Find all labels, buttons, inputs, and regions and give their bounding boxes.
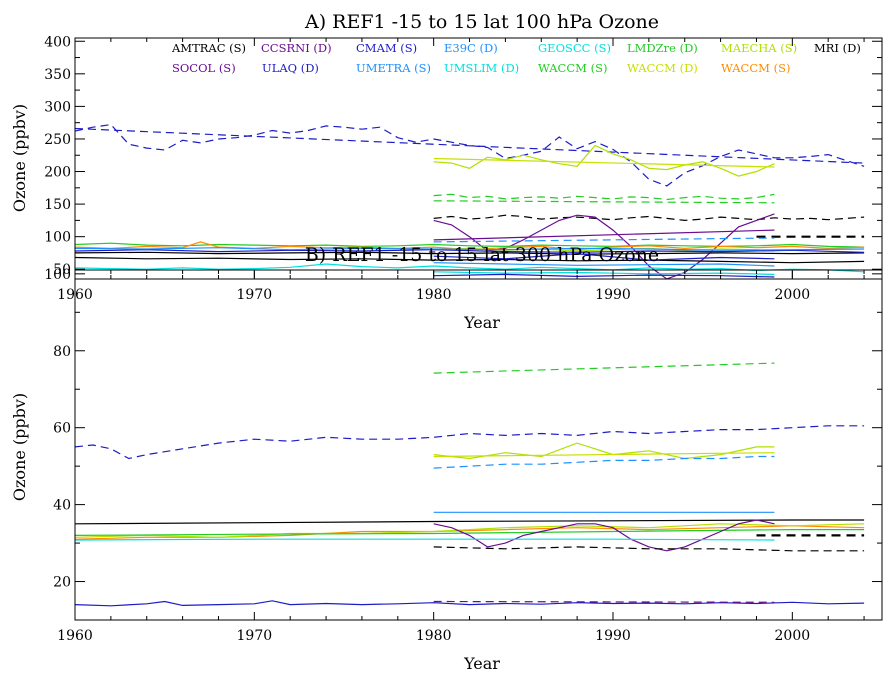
- panel-a-ytick-label-2: 150: [44, 197, 71, 213]
- panel-b-series-line-4: [433, 455, 775, 469]
- panel-a-series-line-15: [74, 249, 865, 253]
- legend-entry-5: LMDZre (D): [627, 41, 698, 55]
- legend-entry-4: GEOSCC (S): [538, 41, 611, 55]
- panel-b-ticks: 1960 1970 1980 1990 2000 20 40 60 80 100: [44, 267, 882, 644]
- panel-a-series-line-4: [433, 193, 775, 201]
- legend-entry-13: WACCM (D): [627, 61, 698, 75]
- legend-entry-1: CCSRNI (D): [261, 41, 332, 55]
- panel-a-ticks: 1960 1970 1980 1990 200050100150200250300350…: [44, 34, 882, 303]
- panel-b-series: [74, 362, 865, 607]
- panel-b-series-line-3: [433, 452, 775, 458]
- legend-entry-10: UMETRA (S): [356, 61, 431, 75]
- legend-entry-0: AMTRAC (S): [171, 41, 246, 55]
- panel-b-ytick-label-2: 60: [53, 421, 71, 437]
- panel-a-ytick-label-0: 50: [53, 262, 71, 278]
- panel-b-ytick-label-1: 40: [53, 498, 71, 514]
- panel-a-xtick-label-3: 1990: [595, 287, 631, 303]
- panel-a-series-line-20: [74, 263, 865, 273]
- panel-a-series-line-3: [433, 157, 775, 168]
- panel-a-series-line-0: [74, 123, 865, 187]
- panel-a-ytick-label-5: 300: [44, 99, 71, 115]
- panel-a-ytick-label-4: 250: [44, 132, 71, 148]
- panel-b-title: B) REF1 -15 to 15 lat 300 hPa Ozone: [305, 244, 659, 266]
- panel-b-series-line-6: [74, 519, 865, 525]
- panel-a-series-line-8: [433, 229, 775, 241]
- panel-a-series-line-1: [74, 127, 865, 164]
- panel-b-xtick-label-4: 2000: [775, 628, 811, 644]
- legend-entry-9: ULAQ (D): [262, 61, 319, 75]
- panel-b-xtick-label-2: 1980: [416, 628, 452, 644]
- panel-b-xtick-label-1: 1970: [237, 628, 273, 644]
- panel-b-ytick-label-4: 100: [44, 267, 71, 283]
- panel-a-ytick-label-1: 100: [44, 230, 71, 246]
- panel-a-series-line-16: [74, 247, 865, 251]
- panel-a-series-line-12: [74, 241, 865, 251]
- panel-a-xtick-label-2: 1980: [416, 287, 452, 303]
- panel-b-xlabel: Year: [463, 654, 500, 673]
- panel-b-series-line-9: [74, 528, 865, 537]
- panel-a-series-line-6: [433, 214, 865, 222]
- legend-entry-12: WACCM (S): [538, 61, 607, 75]
- panel-a-xtick-label-4: 2000: [775, 287, 811, 303]
- panel-a-xtick-label-1: 1970: [237, 287, 273, 303]
- panel-a: A) REF1 -15 to 15 lat 100 hPa Ozone 1960…: [10, 11, 883, 332]
- panel-b-series-line-15: [433, 600, 775, 603]
- panel-b-ytick-label-3: 80: [53, 344, 71, 360]
- panel-b-series-line-10: [433, 519, 775, 552]
- legend-entry-7: MRI (D): [814, 41, 861, 55]
- legend-entry-6: MAECHA (S): [721, 41, 797, 55]
- panel-a-xlabel: Year: [463, 313, 500, 332]
- panel-b-xtick-label-3: 1990: [595, 628, 631, 644]
- panel-b-series-line-0: [433, 362, 775, 374]
- legend-entry-14: WACCM (S): [721, 61, 790, 75]
- panel-a-series-line-18: [433, 252, 775, 261]
- panel-a-ytick-label-6: 350: [44, 67, 71, 83]
- panel-a-ylabel: Ozone (ppbv): [10, 104, 29, 212]
- panel-a-series-line-2: [433, 144, 775, 177]
- panel-a-series-line-11: [74, 242, 865, 248]
- panel-a-title: A) REF1 -15 to 15 lat 100 hPa Ozone: [304, 11, 659, 33]
- panel-a-series: [74, 123, 865, 280]
- panel-a-ytick-label-3: 200: [44, 165, 71, 181]
- legend-entry-2: CMAM (S): [356, 41, 417, 55]
- panel-a-series-line-10: [433, 237, 775, 243]
- panel-a-series-line-19: [433, 262, 775, 267]
- panel-a-series-line-14: [74, 251, 865, 255]
- panel-a-legend: AMTRAC (S) CCSRNI (D) CMAM (S) E39C (D) GEOS…: [171, 41, 861, 75]
- legend-entry-8: SOCOL (S): [172, 61, 236, 75]
- panel-b-ytick-label-0: 20: [53, 575, 71, 591]
- panel-a-series-line-5: [433, 200, 775, 204]
- panel-b-ylabel: Ozone (ppbv): [10, 393, 29, 501]
- panel-b-series-line-13: [74, 538, 775, 541]
- panel-b: B) REF1 -15 to 15 lat 300 hPa Ozone 1960…: [10, 244, 883, 673]
- panel-b-series-line-1: [74, 425, 865, 460]
- panel-a-plot-frame: [74, 37, 883, 280]
- legend-entry-11: UMSLIM (D): [444, 61, 519, 75]
- panel-a-ytick-label-7: 400: [44, 34, 71, 50]
- panel-a-series-line-17: [74, 256, 865, 264]
- legend-entry-3: E39C (D): [444, 41, 498, 55]
- panel-b-xtick-label-0: 1960: [57, 628, 93, 644]
- panel-b-plot-frame: [74, 269, 883, 621]
- panel-b-series-line-8: [74, 523, 865, 538]
- panel-b-series-line-11: [433, 546, 865, 552]
